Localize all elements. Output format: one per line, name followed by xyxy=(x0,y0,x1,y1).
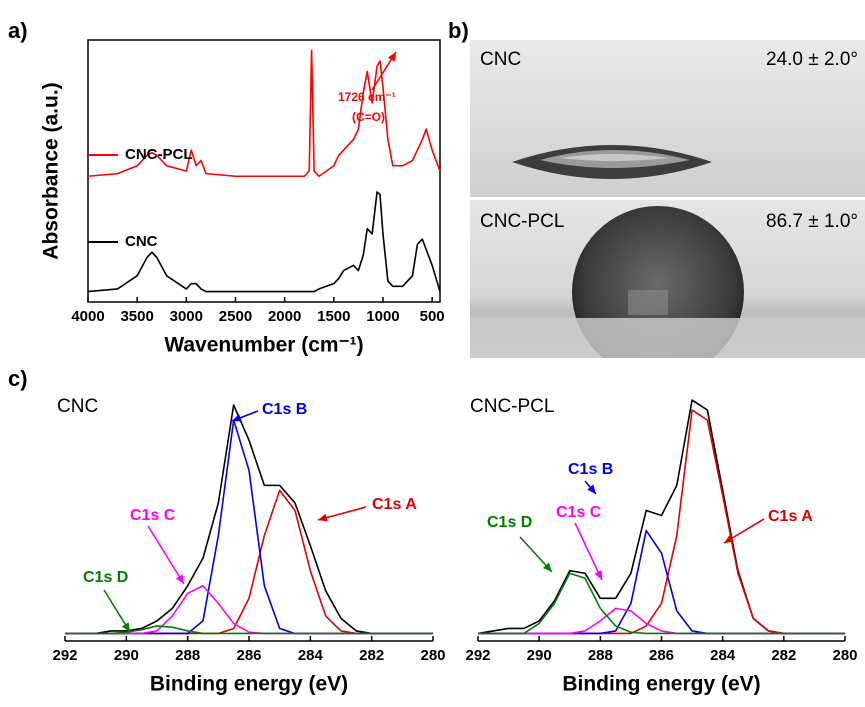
x-tick-label: 290 xyxy=(527,647,552,664)
x-tick-label: 1500 xyxy=(317,308,350,325)
arrow-head xyxy=(121,622,130,632)
photo-cnc-pcl xyxy=(470,200,865,358)
x-tick-label: 290 xyxy=(114,647,139,664)
x-tick-label: 284 xyxy=(298,647,324,664)
x-tick-label: 3000 xyxy=(170,308,203,325)
series-line xyxy=(87,49,441,178)
series-line xyxy=(478,607,845,635)
annotation: C1s B xyxy=(568,461,613,478)
annotation: C1s B xyxy=(262,401,307,418)
photo-cnc xyxy=(470,40,865,197)
x-tick-label: 288 xyxy=(175,647,200,664)
x-tick-label: 2500 xyxy=(219,308,252,325)
x-tick-label: 288 xyxy=(588,647,613,664)
x-tick-label: 282 xyxy=(359,647,384,664)
contact-angle: 86.7 ± 1.0° xyxy=(766,211,858,232)
arrow xyxy=(574,522,603,581)
x-tick-label: 500 xyxy=(420,308,445,325)
arrow xyxy=(147,525,185,585)
panel-label: a) xyxy=(8,18,28,43)
x-tick-label: 292 xyxy=(465,647,490,664)
annotation: 1726 cm⁻¹ xyxy=(338,90,396,104)
photo-label: CNC-PCL xyxy=(480,211,564,232)
x-axis-label: Wavenumber (cm⁻¹) xyxy=(164,334,363,357)
arrow-head xyxy=(724,534,734,543)
annotation: C1s C xyxy=(130,507,176,524)
arrow-head xyxy=(318,513,328,522)
panel-label: b) xyxy=(448,18,469,43)
x-tick-label: 280 xyxy=(420,647,445,664)
x-tick-label: 286 xyxy=(649,647,674,664)
annotation: C1s A xyxy=(768,508,813,525)
annotation: C1s D xyxy=(83,569,128,586)
chart-title: CNC-PCL xyxy=(470,396,554,417)
x-tick-label: 286 xyxy=(236,647,261,664)
arrow-head xyxy=(387,52,396,62)
annotation: C1s C xyxy=(556,504,602,521)
x-tick-label: 3500 xyxy=(120,308,153,325)
legend-label: CNC-PCL xyxy=(125,146,193,163)
x-axis-label: Binding energy (eV) xyxy=(562,673,760,696)
x-tick-label: 280 xyxy=(832,647,857,664)
arrow-head xyxy=(594,570,602,580)
arrow-head xyxy=(542,562,552,572)
x-axis-label: Binding energy (eV) xyxy=(150,673,348,696)
x-tick-label: 4000 xyxy=(71,308,104,325)
chart-title: CNC xyxy=(57,396,98,417)
x-tick-label: 2000 xyxy=(268,308,301,325)
contact-angle: 24.0 ± 2.0° xyxy=(766,49,858,70)
series-line xyxy=(65,625,433,635)
series-line xyxy=(65,584,433,635)
annotation: C1s A xyxy=(372,496,417,513)
y-axis-label: Absorbance (a.u.) xyxy=(40,82,63,259)
x-tick-label: 282 xyxy=(771,647,796,664)
photo-label: CNC xyxy=(480,49,521,70)
series-line xyxy=(478,572,845,635)
arrow-head xyxy=(175,574,184,584)
arrow-head xyxy=(232,414,242,422)
series-line xyxy=(65,419,433,635)
plot-frame xyxy=(87,39,441,303)
series-line xyxy=(478,529,845,635)
annotation: (C=O) xyxy=(352,110,385,124)
legend-label: CNC xyxy=(125,233,158,250)
series-line xyxy=(87,191,441,293)
arrow-head xyxy=(587,484,596,494)
x-tick-label: 292 xyxy=(52,647,77,664)
x-tick-label: 284 xyxy=(710,647,736,664)
x-tick-label: 1000 xyxy=(366,308,399,325)
panel-label: c) xyxy=(8,366,28,391)
annotation: C1s D xyxy=(487,514,532,531)
